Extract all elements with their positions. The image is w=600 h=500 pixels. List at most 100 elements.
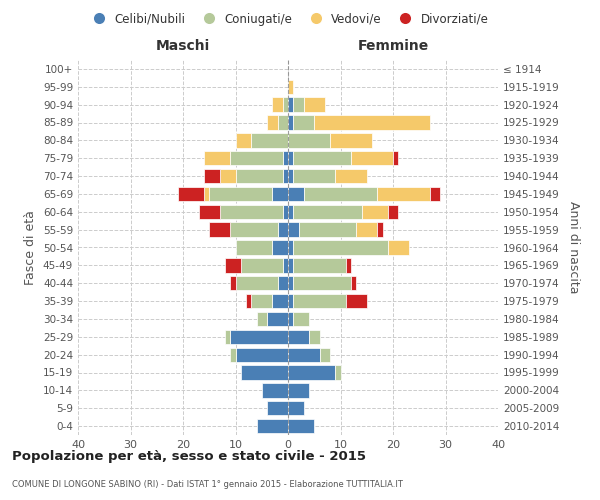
Bar <box>230 348 235 362</box>
Bar <box>288 383 309 398</box>
Bar <box>288 169 293 183</box>
Bar <box>235 276 277 290</box>
Bar <box>241 366 288 380</box>
Bar <box>277 116 288 130</box>
Bar <box>235 348 288 362</box>
Bar <box>235 133 251 148</box>
Bar <box>288 204 293 219</box>
Bar <box>288 330 309 344</box>
Bar <box>288 133 330 148</box>
Bar <box>430 187 440 201</box>
Bar <box>267 312 288 326</box>
Bar <box>241 258 283 272</box>
Bar <box>288 366 335 380</box>
Bar <box>351 151 393 166</box>
Text: Femmine: Femmine <box>358 39 428 53</box>
Bar <box>230 330 288 344</box>
Bar <box>209 222 230 237</box>
Bar <box>246 294 251 308</box>
Bar <box>356 222 377 237</box>
Bar <box>293 312 309 326</box>
Bar <box>288 312 293 326</box>
Bar <box>283 151 288 166</box>
Bar <box>272 240 288 254</box>
Bar <box>293 151 351 166</box>
Bar <box>283 169 288 183</box>
Bar <box>335 169 367 183</box>
Bar <box>204 187 209 201</box>
Bar <box>283 204 288 219</box>
Bar <box>288 80 293 94</box>
Bar <box>377 187 430 201</box>
Bar <box>320 348 330 362</box>
Bar <box>346 258 351 272</box>
Bar <box>361 204 388 219</box>
Bar <box>288 222 299 237</box>
Bar <box>251 133 288 148</box>
Text: Maschi: Maschi <box>156 39 210 53</box>
Y-axis label: Anni di nascita: Anni di nascita <box>566 201 580 294</box>
Bar <box>267 116 277 130</box>
Bar <box>299 222 356 237</box>
Bar <box>204 169 220 183</box>
Bar <box>267 401 288 415</box>
Bar <box>288 151 293 166</box>
Bar <box>277 276 288 290</box>
Bar <box>283 98 288 112</box>
Bar <box>377 222 383 237</box>
Bar <box>199 204 220 219</box>
Bar <box>272 187 288 201</box>
Bar <box>293 276 351 290</box>
Bar <box>283 258 288 272</box>
Bar <box>304 187 377 201</box>
Bar <box>288 187 304 201</box>
Text: Popolazione per età, sesso e stato civile - 2015: Popolazione per età, sesso e stato civil… <box>12 450 366 463</box>
Bar <box>288 240 293 254</box>
Bar <box>257 312 267 326</box>
Bar <box>225 258 241 272</box>
Text: COMUNE DI LONGONE SABINO (RI) - Dati ISTAT 1° gennaio 2015 - Elaborazione TUTTIT: COMUNE DI LONGONE SABINO (RI) - Dati IST… <box>12 480 403 489</box>
Bar <box>288 401 304 415</box>
Bar <box>235 240 272 254</box>
Bar <box>293 240 388 254</box>
Bar <box>388 204 398 219</box>
Bar <box>288 294 293 308</box>
Bar <box>304 98 325 112</box>
Bar <box>335 366 341 380</box>
Y-axis label: Fasce di età: Fasce di età <box>25 210 37 285</box>
Bar <box>209 187 272 201</box>
Bar <box>293 258 346 272</box>
Bar <box>314 116 430 130</box>
Bar <box>251 294 272 308</box>
Bar <box>288 116 293 130</box>
Bar <box>225 330 230 344</box>
Bar <box>288 98 293 112</box>
Bar <box>277 222 288 237</box>
Bar <box>262 383 288 398</box>
Bar <box>293 169 335 183</box>
Bar <box>230 151 283 166</box>
Bar <box>388 240 409 254</box>
Bar <box>220 204 283 219</box>
Bar <box>346 294 367 308</box>
Bar <box>235 169 283 183</box>
Bar <box>288 348 320 362</box>
Bar <box>293 116 314 130</box>
Bar <box>288 258 293 272</box>
Bar <box>204 151 230 166</box>
Bar <box>288 276 293 290</box>
Bar <box>272 294 288 308</box>
Bar <box>330 133 372 148</box>
Bar <box>293 98 304 112</box>
Bar <box>309 330 320 344</box>
Bar <box>288 419 314 433</box>
Bar <box>257 419 288 433</box>
Bar <box>351 276 356 290</box>
Bar <box>178 187 204 201</box>
Bar <box>293 294 346 308</box>
Bar <box>272 98 283 112</box>
Bar <box>293 204 361 219</box>
Bar <box>393 151 398 166</box>
Bar <box>220 169 235 183</box>
Bar <box>230 222 277 237</box>
